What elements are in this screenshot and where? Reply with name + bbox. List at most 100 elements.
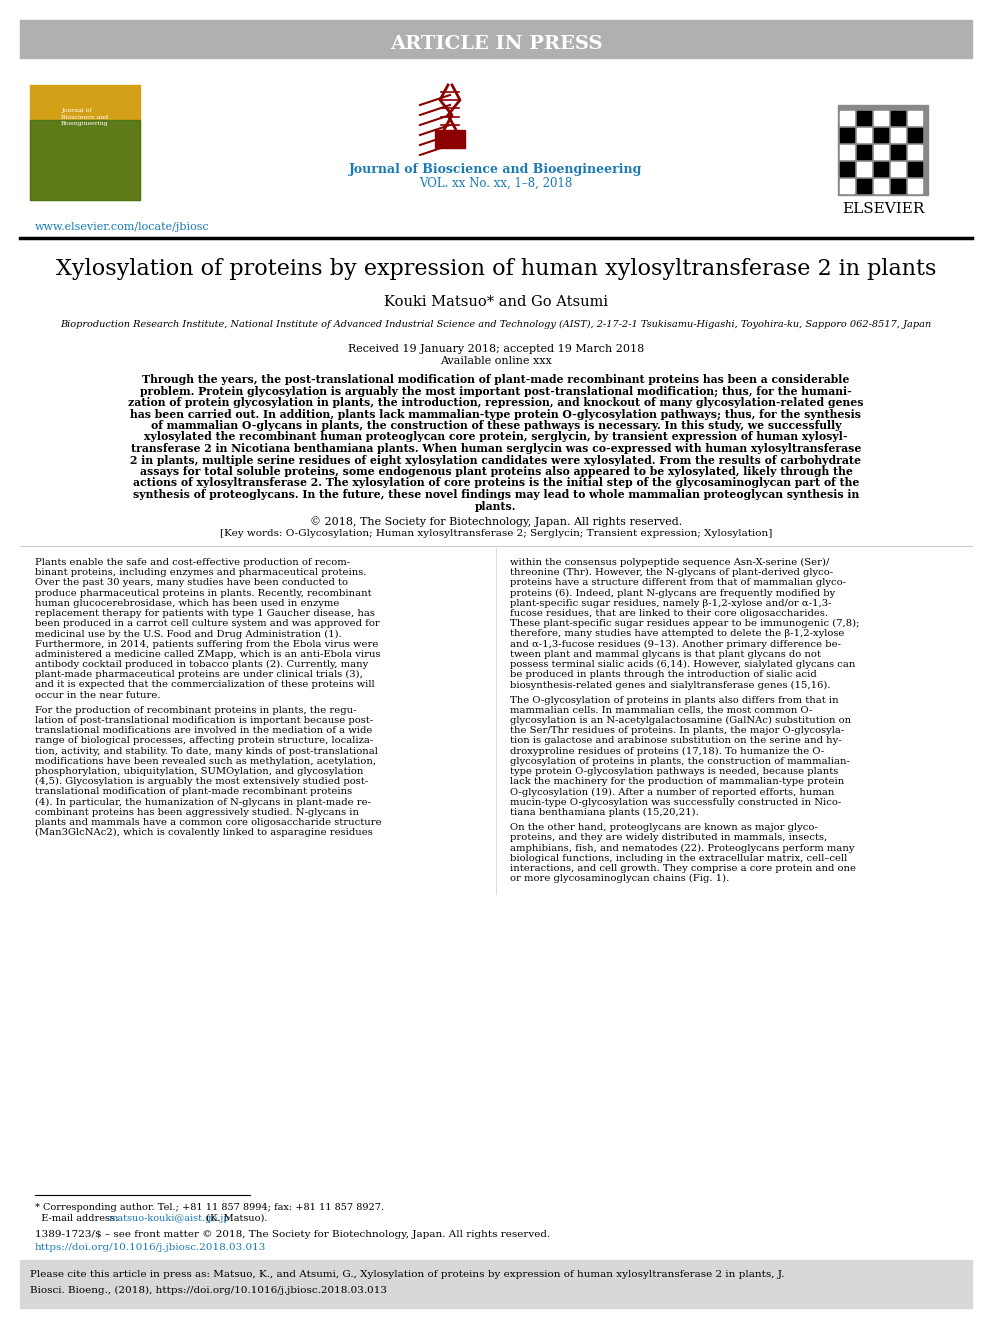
Text: On the other hand, proteoglycans are known as major glyco-: On the other hand, proteoglycans are kno…	[510, 823, 817, 832]
Text: biological functions, including in the extracellular matrix, cell–cell: biological functions, including in the e…	[510, 853, 847, 863]
Text: synthesis of proteoglycans. In the future, these novel findings may lead to whol: synthesis of proteoglycans. In the futur…	[133, 490, 859, 500]
Text: 2 in plants, multiple serine residues of eight xylosylation candidates were xylo: 2 in plants, multiple serine residues of…	[131, 455, 861, 466]
Bar	[857, 146, 871, 159]
Bar	[857, 128, 871, 142]
Text: xylosylated the recombinant human proteoglycan core protein, serglycin, by trans: xylosylated the recombinant human proteo…	[144, 431, 848, 442]
Bar	[20, 1259, 972, 1308]
Bar	[840, 146, 854, 159]
Text: combinant proteins has been aggressively studied. N-glycans in: combinant proteins has been aggressively…	[35, 808, 359, 816]
Bar	[874, 161, 888, 176]
Text: tion, activity, and stability. To date, many kinds of post-translational: tion, activity, and stability. To date, …	[35, 746, 378, 755]
Bar	[838, 105, 928, 194]
Bar	[840, 111, 854, 124]
Bar	[857, 161, 871, 176]
Text: antibody cocktail produced in tobacco plants (2). Currently, many: antibody cocktail produced in tobacco pl…	[35, 660, 368, 669]
Text: be produced in plants through the introduction of sialic acid: be produced in plants through the introd…	[510, 671, 816, 679]
Text: type protein O-glycosylation pathways is needed, because plants: type protein O-glycosylation pathways is…	[510, 767, 838, 777]
Text: O-glycosylation (19). After a number of reported efforts, human: O-glycosylation (19). After a number of …	[510, 787, 834, 796]
Bar	[874, 128, 888, 142]
Text: ELSEVIER: ELSEVIER	[842, 202, 925, 216]
Bar	[30, 85, 140, 200]
Text: Biosci. Bioeng., (2018), https://doi.org/10.1016/j.jbiosc.2018.03.013: Biosci. Bioeng., (2018), https://doi.org…	[30, 1286, 387, 1295]
Text: problem. Protein glycosylation is arguably the most important post-translational: problem. Protein glycosylation is arguab…	[140, 385, 852, 397]
Text: possess terminal sialic acids (6,14). However, sialylated glycans can: possess terminal sialic acids (6,14). Ho…	[510, 660, 855, 669]
Text: [Key words: O-Glycosylation; Human xylosyltransferase 2; Serglycin; Transient ex: [Key words: O-Glycosylation; Human xylos…	[220, 529, 772, 538]
Text: the Ser/Thr residues of proteins. In plants, the major O-glycosyla-: the Ser/Thr residues of proteins. In pla…	[510, 726, 844, 736]
Text: glycosylation is an N-acetylgalactosamine (GalNAc) substitution on: glycosylation is an N-acetylgalactosamin…	[510, 716, 851, 725]
Text: replacement therapy for patients with type 1 Gaucher disease, has: replacement therapy for patients with ty…	[35, 609, 375, 618]
Text: phosphorylation, ubiquitylation, SUMOylation, and glycosylation: phosphorylation, ubiquitylation, SUMOyla…	[35, 767, 363, 777]
Text: Available online xxx: Available online xxx	[440, 356, 552, 366]
Bar	[840, 179, 854, 193]
Text: transferase 2 in Nicotiana benthamiana plants. When human serglycin was co-expre: transferase 2 in Nicotiana benthamiana p…	[131, 443, 861, 454]
Text: Furthermore, in 2014, patients suffering from the Ebola virus were: Furthermore, in 2014, patients suffering…	[35, 639, 378, 648]
Text: Received 19 January 2018; accepted 19 March 2018: Received 19 January 2018; accepted 19 Ma…	[348, 344, 644, 355]
Text: The O-glycosylation of proteins in plants also differs from that in: The O-glycosylation of proteins in plant…	[510, 696, 838, 705]
Bar	[891, 128, 905, 142]
Text: Journal of Bioscience and Bioengineering: Journal of Bioscience and Bioengineering	[349, 163, 643, 176]
Text: (K. Matsuo).: (K. Matsuo).	[203, 1215, 268, 1222]
Text: and α-1,3-fucose residues (9–13). Another primary difference be-: and α-1,3-fucose residues (9–13). Anothe…	[510, 639, 841, 648]
Text: occur in the near future.: occur in the near future.	[35, 691, 161, 700]
Text: * Corresponding author. Tel.; +81 11 857 8994; fax: +81 11 857 8927.: * Corresponding author. Tel.; +81 11 857…	[35, 1203, 384, 1212]
Text: tion is galactose and arabinose substitution on the serine and hy-: tion is galactose and arabinose substitu…	[510, 737, 841, 745]
Text: threonine (Thr). However, the N-glycans of plant-derived glyco-: threonine (Thr). However, the N-glycans …	[510, 568, 833, 577]
Text: matsuo-kouki@aist.go.jp: matsuo-kouki@aist.go.jp	[109, 1215, 230, 1222]
Text: 1389-1723/$ – see front matter © 2018, The Society for Biotechnology, Japan. All: 1389-1723/$ – see front matter © 2018, T…	[35, 1230, 551, 1240]
Text: Xylosylation of proteins by expression of human xylosyltransferase 2 in plants: Xylosylation of proteins by expression o…	[56, 258, 936, 280]
Text: assays for total soluble proteins, some endogenous plant proteins also appeared : assays for total soluble proteins, some …	[140, 466, 852, 478]
Text: Over the past 30 years, many studies have been conducted to: Over the past 30 years, many studies hav…	[35, 578, 348, 587]
Text: interactions, and cell growth. They comprise a core protein and one: interactions, and cell growth. They comp…	[510, 864, 856, 873]
Text: These plant-specific sugar residues appear to be immunogenic (7,8);: These plant-specific sugar residues appe…	[510, 619, 859, 628]
Text: and it is expected that the commercialization of these proteins will: and it is expected that the commercializ…	[35, 680, 375, 689]
Text: glycosylation of proteins in plants, the construction of mammalian-: glycosylation of proteins in plants, the…	[510, 757, 850, 766]
Text: droxyproline residues of proteins (17,18). To humanize the O-: droxyproline residues of proteins (17,18…	[510, 746, 824, 755]
Bar	[874, 146, 888, 159]
Text: within the consensus polypeptide sequence Asn-X-serine (Ser)/: within the consensus polypeptide sequenc…	[510, 558, 829, 568]
Bar	[857, 179, 871, 193]
Bar	[435, 130, 465, 148]
Text: For the production of recombinant proteins in plants, the regu-: For the production of recombinant protei…	[35, 705, 356, 714]
Bar	[857, 111, 871, 124]
Text: Kouki Matsuo* and Go Atsumi: Kouki Matsuo* and Go Atsumi	[384, 295, 608, 310]
Bar	[20, 20, 972, 58]
Text: plant-made pharmaceutical proteins are under clinical trials (3),: plant-made pharmaceutical proteins are u…	[35, 671, 363, 679]
Bar	[908, 161, 922, 176]
Text: fucose residues, that are linked to their core oligosaccharides.: fucose residues, that are linked to thei…	[510, 609, 828, 618]
Bar	[840, 128, 854, 142]
Text: lation of post-translational modification is important because post-: lation of post-translational modificatio…	[35, 716, 373, 725]
Bar	[891, 161, 905, 176]
Text: (4). In particular, the humanization of N-glycans in plant-made re-: (4). In particular, the humanization of …	[35, 798, 371, 807]
Text: or more glycosaminoglycan chains (Fig. 1).: or more glycosaminoglycan chains (Fig. 1…	[510, 875, 729, 884]
Text: proteins (6). Indeed, plant N-glycans are frequently modified by: proteins (6). Indeed, plant N-glycans ar…	[510, 589, 835, 598]
Text: range of biological processes, affecting protein structure, localiza-: range of biological processes, affecting…	[35, 737, 373, 745]
Text: actions of xylosyltransferase 2. The xylosylation of core proteins is the initia: actions of xylosyltransferase 2. The xyl…	[133, 478, 859, 488]
Text: (4,5). Glycosylation is arguably the most extensively studied post-: (4,5). Glycosylation is arguably the mos…	[35, 777, 368, 786]
Text: © 2018, The Society for Biotechnology, Japan. All rights reserved.: © 2018, The Society for Biotechnology, J…	[310, 516, 682, 527]
Text: Please cite this article in press as: Matsuo, K., and Atsumi, G., Xylosylation o: Please cite this article in press as: Ma…	[30, 1270, 785, 1279]
Text: zation of protein glycosylation in plants, the introduction, repression, and kno: zation of protein glycosylation in plant…	[128, 397, 864, 407]
Text: tween plant and mammal glycans is that plant glycans do not: tween plant and mammal glycans is that p…	[510, 650, 820, 659]
Bar	[908, 111, 922, 124]
Text: has been carried out. In addition, plants lack mammalian-type protein O-glycosyl: has been carried out. In addition, plant…	[131, 409, 861, 419]
Text: translational modifications are involved in the mediation of a wide: translational modifications are involved…	[35, 726, 372, 736]
Text: mammalian cells. In mammalian cells, the most common O-: mammalian cells. In mammalian cells, the…	[510, 705, 812, 714]
Text: of mammalian O-glycans in plants, the construction of these pathways is necessar: of mammalian O-glycans in plants, the co…	[151, 419, 841, 431]
Text: proteins have a structure different from that of mammalian glyco-: proteins have a structure different from…	[510, 578, 846, 587]
Bar	[874, 111, 888, 124]
Text: human glucocerebrosidase, which has been used in enzyme: human glucocerebrosidase, which has been…	[35, 599, 339, 607]
Text: proteins, and they are widely distributed in mammals, insects,: proteins, and they are widely distribute…	[510, 833, 827, 843]
Text: amphibians, fish, and nematodes (22). Proteoglycans perform many: amphibians, fish, and nematodes (22). Pr…	[510, 843, 854, 852]
Bar	[908, 179, 922, 193]
Bar	[874, 179, 888, 193]
Text: tiana benthamiana plants (15,20,21).: tiana benthamiana plants (15,20,21).	[510, 808, 698, 816]
Bar	[908, 146, 922, 159]
Text: medicinal use by the U.S. Food and Drug Administration (1).: medicinal use by the U.S. Food and Drug …	[35, 630, 342, 639]
Text: ARTICLE IN PRESS: ARTICLE IN PRESS	[390, 34, 602, 53]
Bar	[891, 111, 905, 124]
Text: Journal of
Bioscience and
Bioengineering: Journal of Bioscience and Bioengineering	[62, 108, 109, 126]
Text: (Man3GlcNAc2), which is covalently linked to asparagine residues: (Man3GlcNAc2), which is covalently linke…	[35, 828, 373, 837]
Text: https://doi.org/10.1016/j.jbiosc.2018.03.013: https://doi.org/10.1016/j.jbiosc.2018.03…	[35, 1244, 267, 1252]
Text: administered a medicine called ZMapp, which is an anti-Ebola virus: administered a medicine called ZMapp, wh…	[35, 650, 381, 659]
Text: Plants enable the safe and cost-effective production of recom-: Plants enable the safe and cost-effectiv…	[35, 558, 350, 568]
